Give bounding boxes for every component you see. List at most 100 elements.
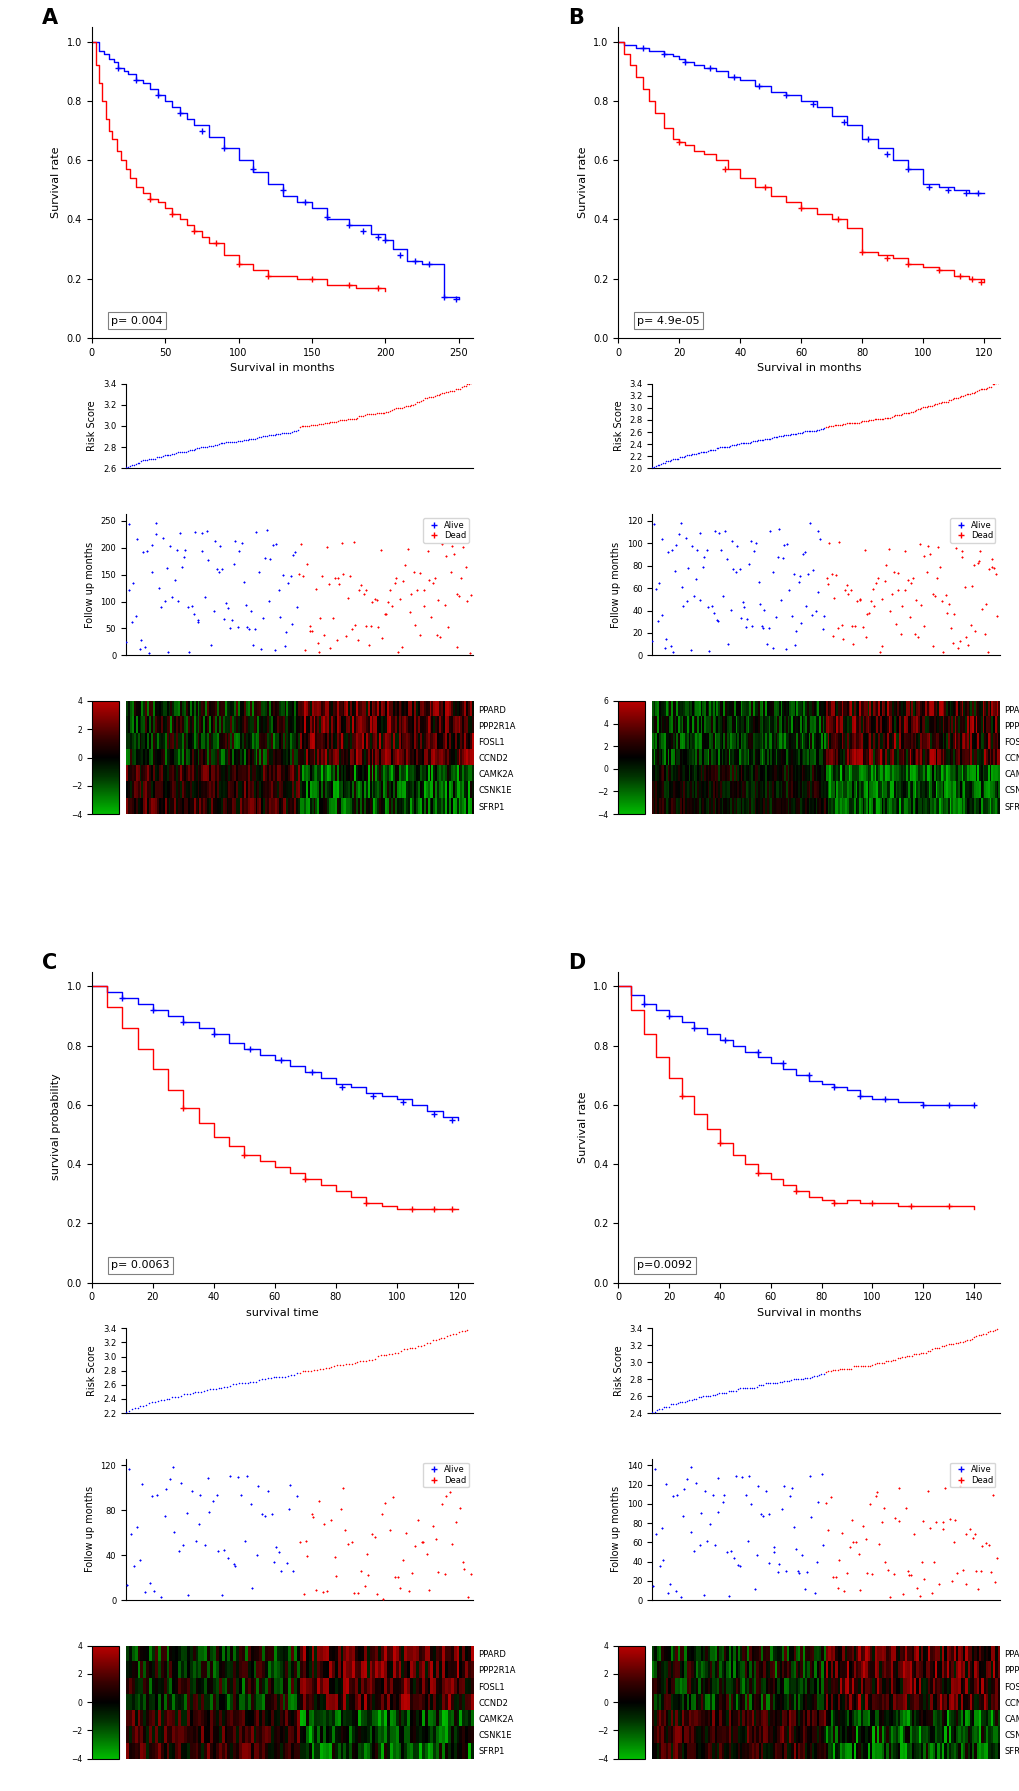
Point	[331, 407, 347, 435]
Point	[441, 1478, 458, 1506]
X-axis label: Survival in months: Survival in months	[230, 364, 334, 373]
Point	[395, 1334, 412, 1363]
Point	[359, 1540, 375, 1569]
Point	[963, 571, 979, 600]
Point	[397, 392, 414, 421]
Point	[684, 441, 700, 469]
Point	[350, 625, 366, 654]
Point	[769, 1549, 786, 1578]
Point	[690, 1383, 706, 1411]
Point	[886, 557, 902, 586]
Point	[414, 1528, 430, 1556]
Point	[734, 428, 750, 457]
Point	[908, 1574, 924, 1603]
Point	[691, 519, 707, 548]
Point	[691, 439, 707, 467]
Point	[781, 421, 797, 450]
Point	[153, 442, 169, 471]
Point	[463, 369, 479, 398]
Point	[399, 390, 416, 419]
Point	[136, 446, 152, 475]
Point	[732, 428, 748, 457]
Point	[666, 1390, 683, 1418]
Point	[967, 1322, 983, 1350]
Point	[876, 405, 893, 433]
Point	[850, 408, 866, 437]
Point	[297, 412, 313, 441]
Point	[892, 399, 908, 428]
Point	[772, 421, 789, 450]
Point	[855, 407, 871, 435]
Point	[859, 1350, 875, 1379]
Point	[178, 1379, 195, 1408]
Point	[882, 580, 899, 609]
Point	[328, 407, 344, 435]
Point	[208, 555, 224, 584]
Point	[915, 1565, 931, 1594]
Point	[120, 1397, 137, 1426]
Point	[389, 1562, 406, 1590]
Point	[818, 412, 835, 441]
Point	[415, 591, 431, 620]
Point	[930, 1334, 947, 1363]
Point	[343, 614, 360, 643]
Point	[282, 1470, 299, 1499]
Point	[657, 625, 674, 654]
Point	[374, 1585, 390, 1614]
Point	[183, 593, 200, 621]
Point	[135, 537, 151, 566]
Point	[129, 525, 146, 553]
Point	[297, 636, 313, 664]
Point	[341, 405, 358, 433]
Point	[912, 1547, 928, 1576]
Point	[304, 616, 320, 645]
Point	[935, 387, 952, 416]
Point	[197, 1530, 213, 1558]
Point	[689, 439, 705, 467]
Point	[372, 1341, 388, 1370]
Point	[427, 1325, 443, 1354]
Point	[247, 614, 263, 643]
Point	[935, 1331, 952, 1359]
Point	[125, 450, 142, 478]
Point	[944, 385, 960, 414]
Point	[931, 389, 948, 417]
Point	[415, 1528, 431, 1556]
Point	[710, 518, 727, 546]
Point	[123, 451, 140, 480]
Point	[187, 1526, 204, 1555]
Point	[757, 1368, 773, 1397]
Point	[220, 1544, 236, 1572]
Point	[459, 1316, 475, 1345]
Point	[249, 1540, 265, 1569]
Point	[743, 527, 759, 555]
Point	[403, 580, 419, 609]
Point	[437, 1481, 453, 1510]
Point	[416, 575, 432, 604]
X-axis label: Survival in months: Survival in months	[756, 364, 860, 373]
Point	[374, 1501, 390, 1530]
Point	[119, 453, 136, 482]
Point	[889, 401, 905, 430]
Point	[744, 613, 760, 641]
Point	[118, 627, 135, 656]
Point	[728, 532, 744, 561]
Point	[160, 441, 176, 469]
Point	[389, 1338, 406, 1367]
Point	[151, 573, 167, 602]
Point	[154, 442, 170, 471]
Point	[657, 446, 674, 475]
Point	[937, 1331, 954, 1359]
Point	[971, 536, 987, 564]
Point	[309, 410, 325, 439]
Point	[675, 593, 691, 621]
Point	[889, 1343, 905, 1372]
Point	[137, 446, 153, 475]
Point	[644, 1397, 660, 1426]
Point	[133, 446, 150, 475]
Point	[191, 433, 207, 462]
Point	[357, 401, 373, 430]
Point	[141, 444, 157, 473]
Point	[743, 428, 759, 457]
Point	[158, 553, 174, 582]
